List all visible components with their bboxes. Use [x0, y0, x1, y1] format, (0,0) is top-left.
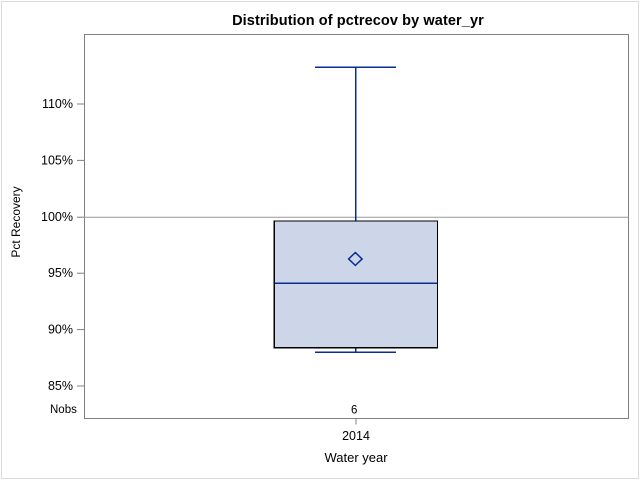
svg-text:Pct Recovery: Pct Recovery: [9, 186, 23, 257]
svg-text:90%: 90%: [48, 323, 73, 337]
svg-text:Water year: Water year: [324, 450, 388, 465]
svg-text:2014: 2014: [342, 429, 370, 443]
svg-text:95%: 95%: [48, 266, 73, 280]
svg-text:110%: 110%: [42, 97, 73, 111]
svg-text:Nobs: Nobs: [50, 404, 77, 416]
svg-text:105%: 105%: [41, 153, 73, 167]
svg-text:6: 6: [351, 405, 357, 417]
svg-text:100%: 100%: [41, 210, 73, 224]
svg-text:85%: 85%: [48, 379, 73, 393]
